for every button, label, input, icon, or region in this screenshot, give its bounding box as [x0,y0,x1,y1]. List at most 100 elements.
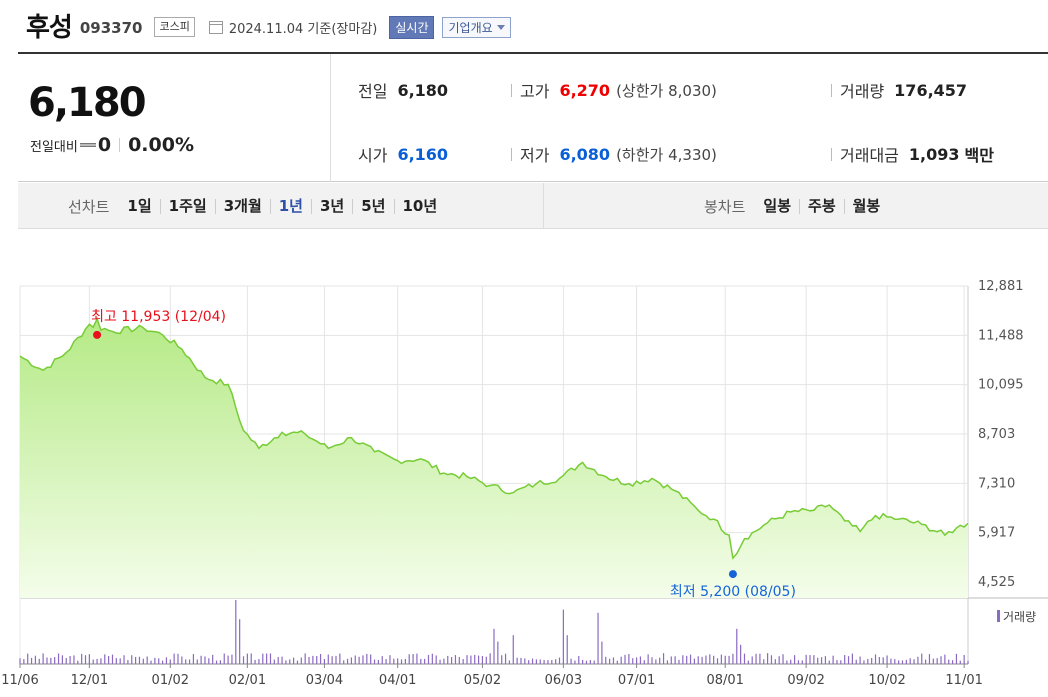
volume-bar [820,657,823,664]
volume-bar [154,657,156,664]
volume-bar [512,635,514,664]
volume-bar [281,656,283,664]
x-tick-label: 05/02 [464,673,501,688]
volume-bar [497,641,499,664]
volume-bar [905,659,907,664]
volume-bar [254,659,256,664]
stock-name: 후성 [26,12,73,43]
line-tab-2[interactable]: 1주일 [159,199,215,214]
prev-close-value: 6,180 [397,80,449,100]
volume-bar [477,655,480,664]
volume-bar [932,658,934,664]
volume-bar [755,653,757,664]
volume-bar [763,659,765,664]
volume-bar [925,659,927,664]
volume-bar [81,653,83,664]
volume-bar [185,659,187,664]
x-tick-label: 02/01 [229,673,266,688]
volume-bar [605,656,607,664]
volume-bar [547,660,549,664]
volume-bar [959,660,961,664]
trade-value-amount: 1,093 [908,144,960,164]
line-tab-4[interactable]: 1년 [269,199,311,214]
volume-bar [628,653,630,664]
volume-bar [69,655,71,664]
line-tab-1[interactable]: 1일 [127,197,152,215]
chart-tab-bar: 선차트 1일 1주일 3개월 1년 3년 5년 10년 봉차트 일봉 주봉 월봉 [18,183,1048,229]
volume-bar [304,653,306,664]
line-tab-3[interactable]: 3개월 [214,199,270,214]
volume-bar [119,658,121,664]
volume-bar [531,658,534,664]
volume-bar [27,653,29,664]
volume-bar [188,659,191,664]
change-label: 전일대비 [30,139,78,155]
candle-tab-1[interactable]: 일봉 [763,197,792,215]
volume-bar [551,660,553,664]
volume-bar [863,660,865,664]
volume-bar [150,660,152,664]
volume-bar [570,658,572,664]
candle-chart-label: 봉차트 [704,198,746,216]
volume-bar [289,659,291,664]
volume-bar [963,654,965,664]
volume-bar [578,656,580,664]
volume-bar [686,655,688,664]
volume-bar [227,655,229,664]
line-tab-6[interactable]: 5년 [352,199,393,214]
volume-bar [751,656,753,664]
market-badge: 코스피 [154,17,195,37]
volume-bar [539,659,541,664]
volume-bar [296,660,299,664]
open-value: 6,160 [397,144,449,164]
volume-bar [709,654,711,664]
x-tick-label: 10/02 [868,673,905,688]
volume-bar [867,658,869,664]
volume-bar [158,658,160,664]
volume-bar [84,655,87,664]
volume-bar [300,657,302,664]
volume-bar [740,644,742,664]
line-tab-5[interactable]: 3년 [311,199,352,214]
volume-bar [736,628,738,664]
volume-bar [123,655,125,664]
x-tick-label: 07/01 [618,673,655,688]
volume-bar [50,657,52,664]
volume-bar [940,656,942,664]
company-info-label: 기업개요 [448,20,493,35]
volume-bar [115,658,117,664]
x-tick-label: 08/01 [706,673,743,688]
x-tick-label: 11/06 [1,673,38,688]
volume-bar [104,654,106,664]
volume-bar [670,656,672,664]
volume-bar [732,653,734,664]
volume-bar [855,659,857,664]
divider [511,147,512,161]
volume-bar [543,660,545,664]
company-info-dropdown[interactable]: 기업개요 [442,16,511,38]
volume-bar [655,659,657,664]
price-change: 전일대비 0 0.00% [30,134,194,156]
volume-bar [566,635,568,664]
volume-bar [73,655,75,664]
realtime-button[interactable]: 실시간 [389,15,435,39]
candle-tab-3[interactable]: 월봉 [843,199,889,214]
volume-bar [797,660,800,664]
volume-bar [790,659,792,664]
line-tab-7[interactable]: 10년 [393,199,446,214]
volume-bar [878,657,880,664]
volume-bar [817,657,819,664]
volume-bar [354,655,356,664]
volume-bar [847,656,850,664]
candle-tab-2[interactable]: 주봉 [799,199,844,214]
lower-limit: (하한가 4,330) [616,145,717,164]
volume-bar [832,655,834,664]
divider [543,183,544,229]
volume-bar [662,653,665,664]
volume-bar [562,609,564,664]
volume-bar [108,656,110,664]
volume-bar [96,658,98,664]
volume-bar [967,660,969,664]
volume-bar [609,658,611,664]
x-tick-label: 01/02 [152,673,189,688]
